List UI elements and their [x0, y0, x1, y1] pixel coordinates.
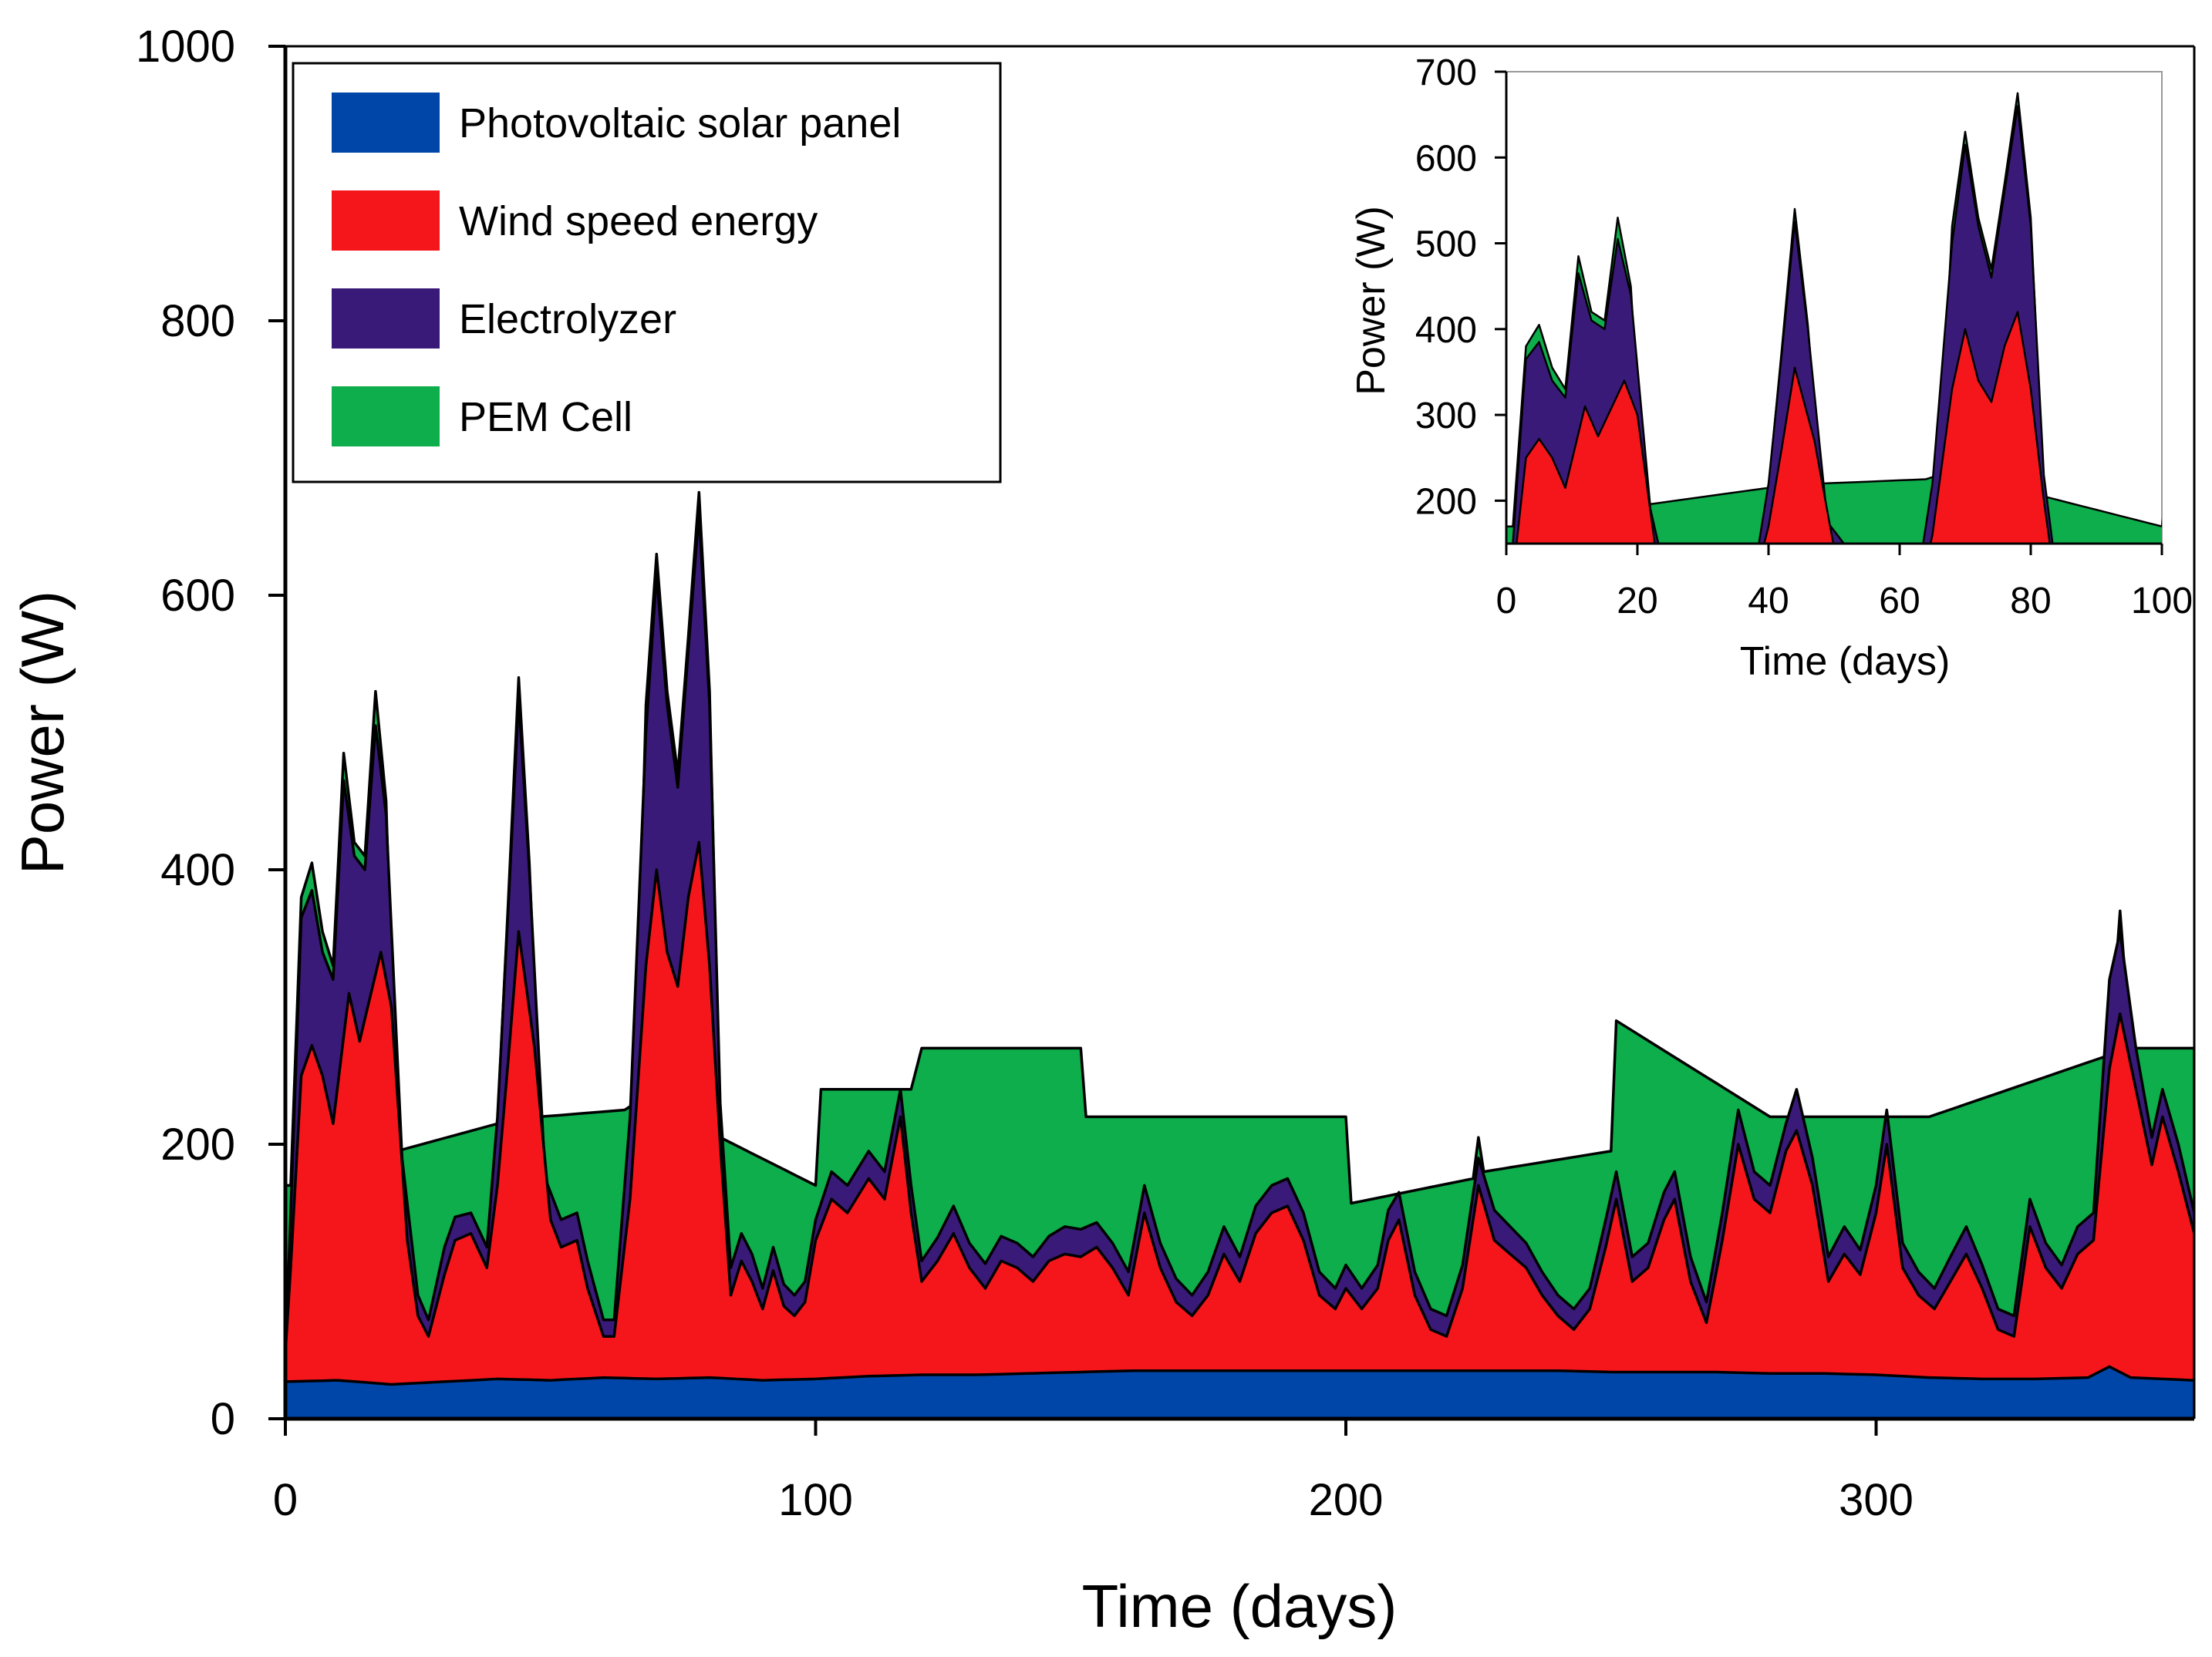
- main-x-axis-title: Time (days): [1082, 1572, 1398, 1640]
- inset-y-tick-label: 200: [1415, 481, 1477, 522]
- main-y-ticks: 0 200 400 600 800 1000: [136, 22, 285, 1444]
- main-x-tick-label: 300: [1839, 1475, 1914, 1525]
- inset-x-tick-label: 0: [1496, 581, 1517, 621]
- main-x-tick-label: 200: [1309, 1475, 1384, 1525]
- inset-y-tick-label: 400: [1415, 310, 1477, 351]
- inset-y-tick-label: 300: [1415, 396, 1477, 436]
- legend-label-photovoltaic-solar-panel: Photovoltaic solar panel: [459, 100, 901, 147]
- legend-label-wind-speed-energy: Wind speed energy: [459, 198, 818, 244]
- inset-y-tick-label: 500: [1415, 224, 1477, 265]
- main-y-tick-label: 1000: [136, 22, 235, 72]
- main-x-tick-label: 0: [273, 1475, 298, 1525]
- inset-x-ticks: 0 20 40 60 80 100: [1496, 544, 2193, 621]
- inset-x-tick-label: 40: [1748, 581, 1789, 621]
- legend-swatch-wind-speed-energy: [332, 190, 440, 251]
- inset-area-series: [1506, 92, 2162, 544]
- main-y-axis-title: Power (W): [8, 591, 76, 874]
- inset-y-tick-label: 700: [1415, 52, 1477, 93]
- main-x-tick-label: 100: [778, 1475, 853, 1525]
- inset-x-axis-title: Time (days): [1740, 639, 1951, 684]
- inset-y-tick-label: 600: [1415, 138, 1477, 179]
- inset-area-photovoltaic-solar-panel: [1506, 542, 2162, 544]
- main-area-series: [285, 490, 2194, 1419]
- legend: Photovoltaic solar panel Wind speed energ…: [292, 62, 1002, 483]
- legend-label-electrolyzer: Electrolyzer: [459, 296, 676, 342]
- inset-x-tick-label: 100: [2131, 581, 2193, 621]
- inset-x-tick-label: 80: [2010, 581, 2051, 621]
- main-y-tick-label: 200: [160, 1120, 235, 1170]
- legend-swatch-pem-cell: [332, 386, 440, 446]
- main-y-tick-label: 0: [211, 1394, 235, 1444]
- inset-area-wind-speed-energy: [1506, 311, 2162, 544]
- legend-label-pem-cell: PEM Cell: [459, 394, 632, 440]
- inset-x-tick-label: 20: [1617, 581, 1657, 621]
- inset-plot: 0 20 40 60 80 100 200 300 400 500 600 700 Time (da…: [1349, 52, 2193, 684]
- main-x-ticks: 0 100 200 300: [273, 1419, 1914, 1525]
- legend-swatch-electrolyzer: [332, 288, 440, 349]
- main-y-tick-label: 400: [160, 845, 235, 895]
- main-y-tick-label: 800: [160, 296, 235, 346]
- inset-x-tick-label: 60: [1879, 581, 1920, 621]
- legend-swatch-photovoltaic-solar-panel: [332, 93, 440, 153]
- inset-y-axis-title: Power (W): [1349, 206, 1394, 396]
- main-area-wind-speed-energy: [285, 840, 2194, 1419]
- main-area-photovoltaic-solar-panel: [285, 1365, 2194, 1419]
- inset-y-ticks: 200 300 400 500 600 700: [1415, 52, 1506, 522]
- main-y-tick-label: 600: [160, 571, 235, 621]
